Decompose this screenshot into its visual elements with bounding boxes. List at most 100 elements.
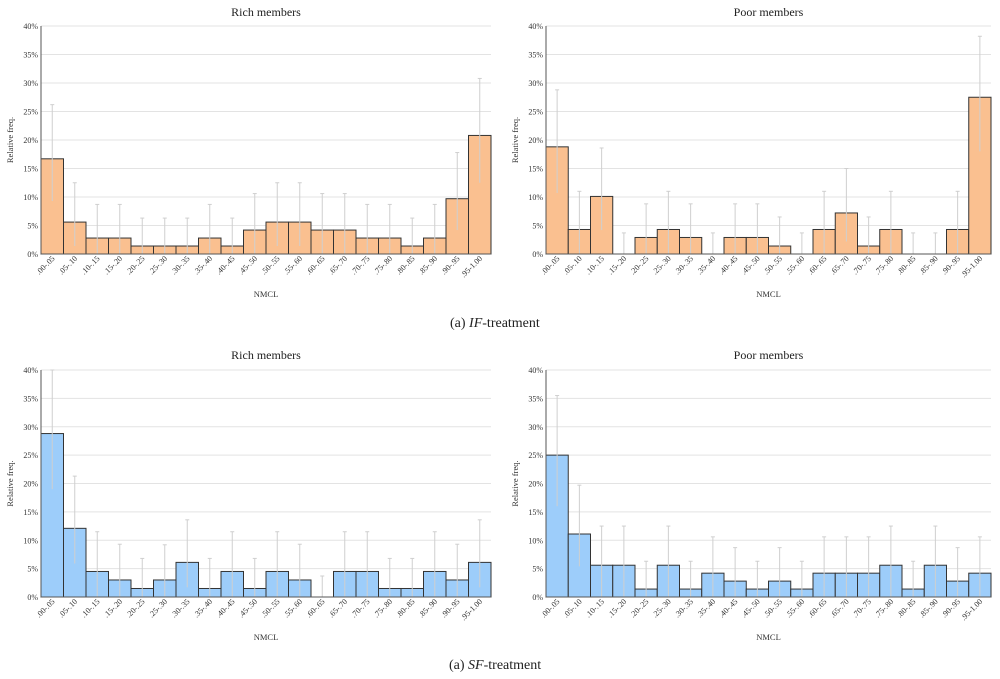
y-tick-label: 30% xyxy=(528,79,543,88)
x-tick-label: .65-.70 xyxy=(327,597,349,619)
x-tick-label: .45-.50 xyxy=(739,254,761,276)
y-tick-label: 15% xyxy=(23,508,38,517)
caption-treatment-name: SF xyxy=(468,658,484,673)
x-tick-label: .15-.20 xyxy=(102,597,124,619)
x-tick-label: .70-.75 xyxy=(851,597,873,619)
x-tick-label: .95-1.00 xyxy=(959,254,984,279)
y-tick-label: 40% xyxy=(23,366,38,375)
x-axis-label: NMCL xyxy=(254,289,279,299)
caption-sf-treatment: (a) SF-treatment xyxy=(449,658,541,674)
x-tick-label: .55-.60 xyxy=(784,254,806,276)
y-axis-label: Relative freq. xyxy=(5,117,15,163)
x-tick-label: .05-.10 xyxy=(561,597,583,619)
x-tick-label: .60-.65 xyxy=(806,254,828,276)
x-tick-label: .35-.40 xyxy=(695,254,717,276)
y-tick-label: 15% xyxy=(528,165,543,174)
x-tick-label: .50-.55 xyxy=(259,597,281,619)
y-tick-label: 40% xyxy=(528,22,543,31)
chart-panel-if-poor: Poor members 0% 5% 10% 15% 20% 25% 30% 35% 40% Rel… xyxy=(510,5,992,299)
x-tick-label: .45-.50 xyxy=(237,597,259,619)
x-tick-label: .35-.40 xyxy=(192,254,214,276)
x-tick-label: .85-.90 xyxy=(417,254,439,276)
caption-prefix: (a) xyxy=(450,316,470,331)
chart-panel-if-rich: Rich members 0% 5% 10% 15% 20% 25% 30% 35% 40% Rel… xyxy=(5,5,492,299)
x-tick-label: .45-.50 xyxy=(739,597,761,619)
y-tick-label: 10% xyxy=(528,536,543,545)
x-tick-label: .15-.20 xyxy=(102,254,124,276)
x-tick-label: .10-.15 xyxy=(79,254,101,276)
x-tick-label: .75-.80 xyxy=(873,254,895,276)
x-tick-label: .80-.85 xyxy=(394,254,416,276)
x-tick-label: .30-.35 xyxy=(673,597,695,619)
caption-suffix: -treatment xyxy=(483,658,542,673)
caption-prefix: (a) xyxy=(449,658,469,673)
x-tick-label: .80-.85 xyxy=(394,597,416,619)
caption-if-treatment: (a) IF-treatment xyxy=(450,316,540,332)
x-tick-label: .20-.25 xyxy=(628,254,650,276)
x-tick-label: .30-.35 xyxy=(673,254,695,276)
y-tick-label: 15% xyxy=(23,165,38,174)
y-tick-label: 35% xyxy=(528,394,543,403)
y-tick-label: 10% xyxy=(23,193,38,202)
y-tick-label: 30% xyxy=(23,79,38,88)
x-tick-label: .95-1.00 xyxy=(459,597,484,622)
y-tick-label: 30% xyxy=(23,423,38,432)
x-tick-label: .55-.60 xyxy=(784,597,806,619)
chart-title: Poor members xyxy=(734,348,804,362)
y-tick-label: 40% xyxy=(23,22,38,31)
y-tick-label: 0% xyxy=(27,593,38,602)
x-tick-label: .65-.70 xyxy=(828,597,850,619)
x-tick-label: .85-.90 xyxy=(917,597,939,619)
x-tick-label: .60-.65 xyxy=(806,597,828,619)
x-tick-label: .15-.20 xyxy=(606,254,628,276)
y-tick-label: 20% xyxy=(23,480,38,489)
x-tick-label: .80-.85 xyxy=(895,254,917,276)
y-tick-label: 40% xyxy=(528,366,543,375)
y-tick-label: 10% xyxy=(528,193,543,202)
x-axis-label: NMCL xyxy=(254,632,279,642)
x-tick-label: .55-.60 xyxy=(282,254,304,276)
x-tick-label: .10-.15 xyxy=(79,597,101,619)
x-tick-label: .85-.90 xyxy=(917,254,939,276)
y-tick-label: 35% xyxy=(528,51,543,60)
y-tick-label: 5% xyxy=(27,565,38,574)
x-tick-label: .40-.45 xyxy=(717,597,739,619)
x-tick-label: .25-.30 xyxy=(147,254,169,276)
x-tick-label: .60-.65 xyxy=(304,254,326,276)
x-tick-label: .50-.55 xyxy=(762,254,784,276)
x-tick-label: .75-.80 xyxy=(372,254,394,276)
x-tick-label: .75-.80 xyxy=(372,597,394,619)
y-axis-label: Relative freq. xyxy=(510,117,520,163)
y-tick-label: 20% xyxy=(528,480,543,489)
caption-treatment-name: IF xyxy=(469,316,483,331)
x-tick-label: .55-.60 xyxy=(282,597,304,619)
chart-title: Poor members xyxy=(734,5,804,19)
y-tick-label: 25% xyxy=(528,451,543,460)
x-tick-label: .95-1.00 xyxy=(459,254,484,279)
x-tick-label: .45-.50 xyxy=(237,254,259,276)
x-tick-label: .65-.70 xyxy=(828,254,850,276)
x-tick-label: .10-.15 xyxy=(584,597,606,619)
x-tick-label: .80-.85 xyxy=(895,597,917,619)
x-tick-label: .05-.10 xyxy=(57,597,79,619)
y-tick-label: 5% xyxy=(532,565,543,574)
x-tick-label: .25-.30 xyxy=(147,597,169,619)
chart-title: Rich members xyxy=(231,5,301,19)
y-axis-label: Relative freq. xyxy=(5,460,15,506)
x-tick-label: .70-.75 xyxy=(851,254,873,276)
chart-panel-sf-rich: Rich members 0% 5% 10% 15% 20% 25% 30% 35% 40% Rel… xyxy=(5,348,492,642)
x-tick-label: .50-.55 xyxy=(762,597,784,619)
y-tick-label: 5% xyxy=(27,222,38,231)
caption-suffix: -treatment xyxy=(482,316,540,331)
x-tick-label: .85-.90 xyxy=(417,597,439,619)
y-tick-label: 25% xyxy=(528,108,543,117)
x-tick-label: .20-.25 xyxy=(124,254,146,276)
y-tick-label: 15% xyxy=(528,508,543,517)
chart-title: Rich members xyxy=(231,348,301,362)
y-tick-label: 30% xyxy=(528,423,543,432)
y-tick-label: 5% xyxy=(532,222,543,231)
y-tick-label: 25% xyxy=(23,108,38,117)
x-tick-label: .95-1.00 xyxy=(959,597,984,622)
y-axis-label: Relative freq. xyxy=(510,460,520,506)
